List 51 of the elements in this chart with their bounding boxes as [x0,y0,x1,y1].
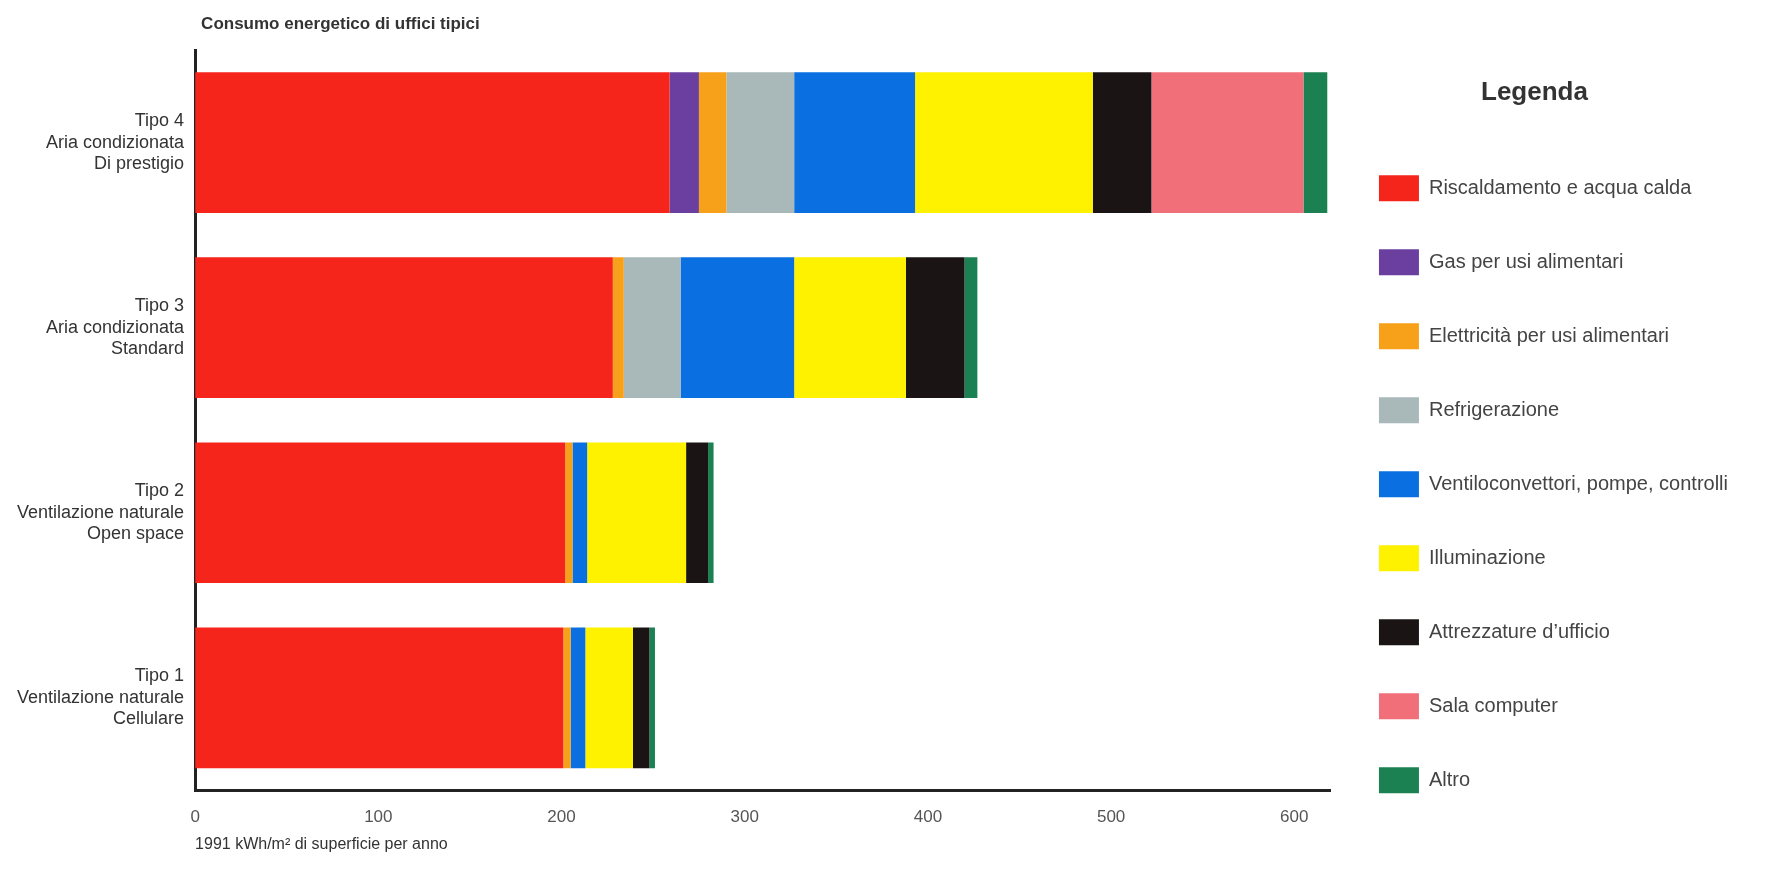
x-tick-label: 500 [1096,807,1126,827]
legend-label: Altro [1428,767,1471,790]
legend-label: Attrezzature d’ufficio [1428,619,1610,642]
bar [623,257,681,398]
bar [195,72,670,213]
bar [1151,72,1304,213]
bar [698,72,727,213]
legend-label: Elettricità per usi alimentari [1428,323,1670,346]
y-tick-label: Tipo 2 Ventilazione naturale Open space [17,480,185,544]
bar [686,442,709,584]
legend-label: Sala computer [1428,693,1559,716]
y-tick-label: Tipo 1 Ventilazione naturale Cellulare [17,665,185,729]
x-tick-label: 600 [1280,807,1309,827]
bar [649,627,655,769]
legend-label: Refrigerazione [1428,397,1560,420]
bar [726,72,795,213]
y-tick-label: Tipo 4 Aria condizionata Di prestigio [46,109,186,174]
bar [585,627,633,769]
y-tick-label: Tipo 3 Aria condizionata Standard [46,295,186,359]
bar [587,442,687,584]
bar [794,257,906,398]
legend-label: Illuminazione [1428,545,1546,568]
bar [669,72,699,213]
bar [964,257,978,398]
x-tick-label: 0 [190,807,200,827]
legend-label: Riscaldamento e acqua calda [1428,175,1693,198]
bar [1303,72,1328,213]
bar [565,442,573,584]
x-tick-label: 100 [364,807,393,827]
legend-label: Ventiloconvettori, pompe, controlli [1428,471,1729,494]
bar [680,257,795,398]
bar [195,257,613,398]
bar [632,627,650,769]
bar [563,627,571,769]
x-tick-label: 300 [730,807,759,827]
legend-title: Legenda [1481,76,1589,107]
x-tick-label: 200 [547,807,576,827]
bar [612,257,624,398]
bar [195,442,566,584]
bar [1092,72,1152,213]
x-axis-title: 1991 kWh/m² di superficie per anno [195,834,448,852]
bar [572,442,588,584]
legend-label: Gas per usi alimentari [1428,249,1624,272]
bar [915,72,1093,213]
bar [708,442,714,584]
bar [195,627,564,769]
bar [570,627,586,769]
bar [794,72,916,213]
x-tick-label: 400 [913,807,943,827]
bar [905,257,965,398]
chart-title: Consumo energetico di uffici tipici [201,14,480,34]
